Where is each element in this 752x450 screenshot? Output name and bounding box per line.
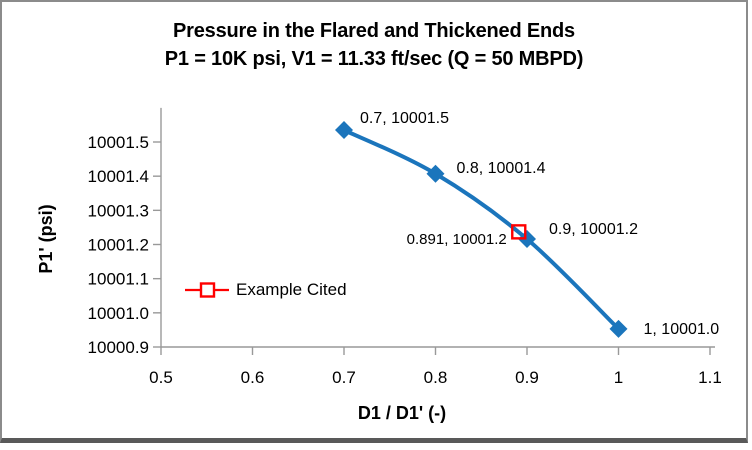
chart-frame: Pressure in the Flared and Thickened End… [0, 0, 748, 443]
y-tick-label: 10001.5 [88, 133, 149, 152]
y-tick-label: 10001.1 [88, 270, 149, 289]
y-tick-label: 10001.3 [88, 201, 149, 220]
example-cited-label: 0.891, 10001.2 [407, 231, 507, 248]
data-point-label: 1, 10001.0 [644, 321, 720, 338]
chart-title: Pressure in the Flared and Thickened End… [173, 20, 575, 42]
y-tick-label: 10000.9 [88, 338, 149, 357]
plot-area[interactable]: 10001.5 10001.4 10001.3 10001.2 10001.1 10001… [2, 2, 750, 445]
x-tick-label: 1 [614, 368, 623, 387]
y-axis-title: P1' (psi) [36, 204, 56, 274]
chart-subtitle: P1 = 10K psi, V1 = 11.33 ft/sec (Q = 50 … [164, 48, 584, 70]
x-tick-label: 0.5 [149, 368, 173, 387]
data-point-marker[interactable] [518, 230, 536, 249]
example-cited-marker[interactable] [511, 224, 527, 240]
data-point-label: 0.9, 10001.2 [549, 221, 638, 238]
x-tick-label: 0.7 [332, 368, 356, 387]
y-tick-label: 10001.0 [88, 304, 149, 323]
legend-label: Example Cited [236, 280, 347, 299]
data-point-marker[interactable] [426, 164, 445, 183]
data-point-marker[interactable] [335, 121, 353, 140]
x-tick-label: 0.9 [515, 368, 539, 387]
legend-marker-icon [185, 282, 229, 298]
chart-title-block: Pressure in the Flared and Thickened End… [2, 17, 746, 73]
y-tick-label: 10001.2 [88, 236, 149, 255]
data-point-label: 0.8, 10001.4 [457, 160, 546, 177]
x-tick-label: 1.1 [698, 368, 722, 387]
x-axis-title: D1 / D1' (-) [357, 403, 447, 423]
x-tick-label: 0.8 [424, 368, 448, 387]
legend[interactable]: Example Cited [184, 278, 347, 302]
x-tick-label: 0.6 [241, 368, 265, 387]
y-tick-label: 10001.4 [88, 167, 149, 186]
data-point-marker[interactable] [609, 319, 628, 338]
series-line[interactable] [342, 128, 621, 331]
data-point-label: 0.7, 10001.5 [360, 110, 449, 127]
